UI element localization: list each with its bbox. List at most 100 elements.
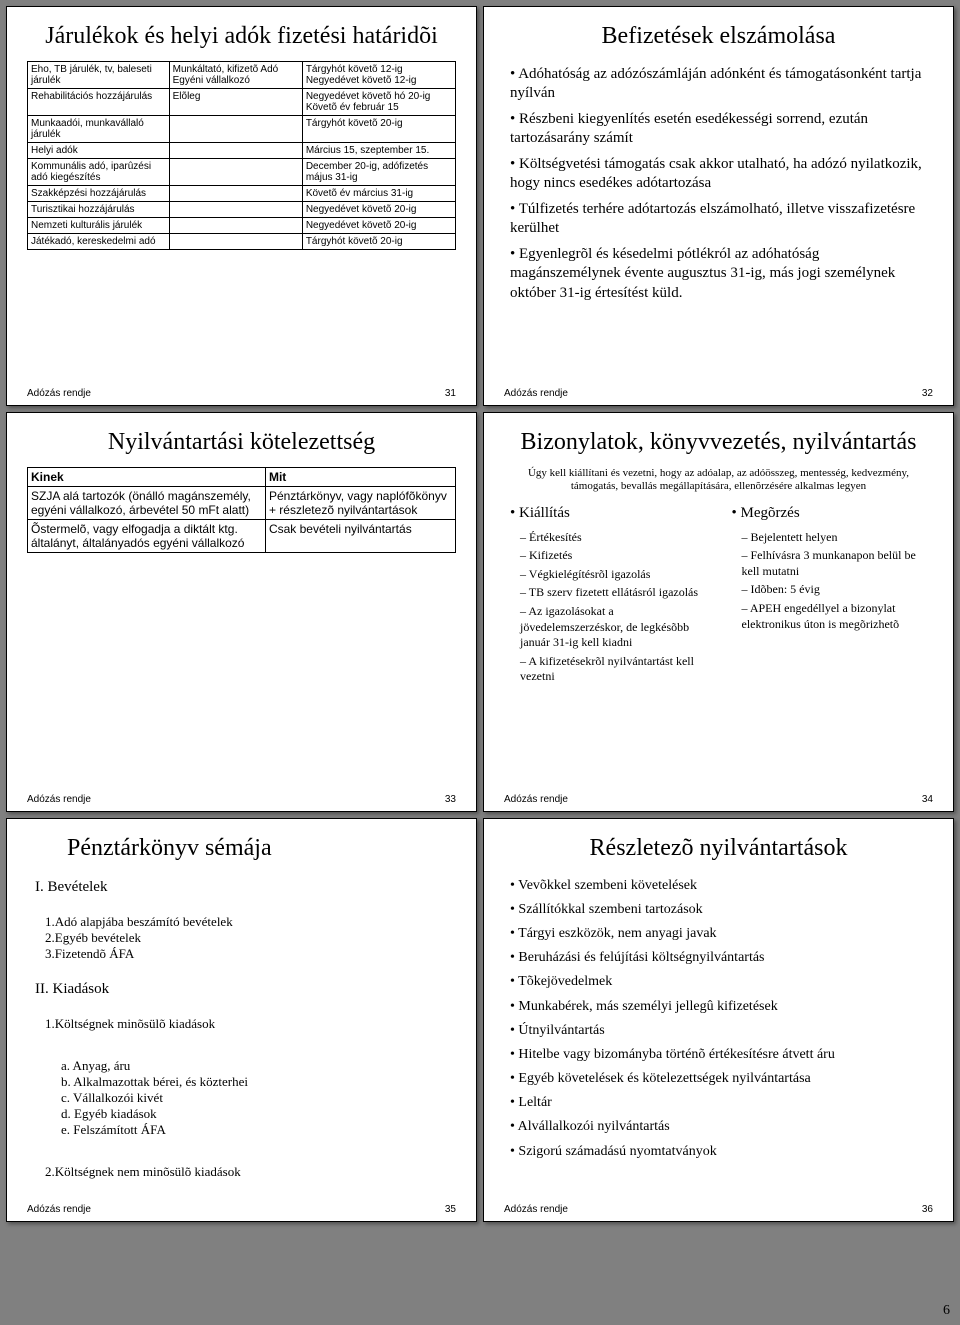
slide-34: Bizonylatok, könyvvezetés, nyilvántartás… [483, 412, 954, 812]
outline-item: b. Alkalmazottak bérei, és közterhei [61, 1074, 456, 1090]
bullet-item: Költségvetési támogatás csak akkor utalh… [510, 155, 933, 194]
bullet-item: Vevõkkel szembeni követelések [510, 877, 933, 895]
outline-alpha: a. Anyag, árub. Alkalmazottak bérei, és … [27, 1058, 456, 1138]
footer-label: Adózás rendje [27, 388, 91, 399]
table-cell: SZJA alá tartozók (önálló magánszemély, … [28, 486, 266, 519]
slide-note: Úgy kell kiállítani és vezetni, hogy az … [504, 467, 933, 495]
bullet-list: Vevõkkel szembeni követelésekSzállítókka… [504, 877, 933, 1167]
bullet-item: Beruházási és felújítási költségnyilvánt… [510, 949, 933, 967]
table-cell: Követõ év március 31-ig [302, 185, 455, 201]
table-cell: Kommunális adó, iparûzési adó kiegészíté… [28, 158, 170, 185]
table-cell: Nemzeti kulturális járulék [28, 217, 170, 233]
bullet-item: Útnyilvántartás [510, 1022, 933, 1040]
outline-item: 2.Költségnek nem minõsülõ kiadások [45, 1164, 456, 1180]
slide-footer: Adózás rendje 32 [504, 388, 933, 399]
table-cell [169, 142, 302, 158]
bullet-item: Szigorú számadású nyomtatványok [510, 1143, 933, 1161]
slide-footer: Adózás rendje 35 [27, 1204, 456, 1215]
table-cell: December 20-ig, adófizetés május 31-ig [302, 158, 455, 185]
table-cell: Negyedévet követõ 20-ig [302, 201, 455, 217]
outline-item: II. Kiadások [35, 979, 456, 999]
col-heading: Kiállítás [510, 504, 712, 524]
table-cell: Március 15, szeptember 15. [302, 142, 455, 158]
bullet-item: Tõkejövedelmek [510, 973, 933, 991]
left-items: Értékesítés Kifizetés Végkielégítésrõl iga… [504, 530, 712, 685]
slide-number: 33 [445, 794, 456, 805]
slide-footer: Adózás rendje 33 [27, 794, 456, 805]
bullet-item: Tárgyi eszközök, nem anyagi javak [510, 925, 933, 943]
bullet-item: Túlfizetés terhére adótartozás elszámolh… [510, 200, 933, 239]
sub-item: Az igazolásokat a jövedelemszerzéskor, d… [520, 604, 712, 651]
table-cell: Pénztárkönyv, vagy naplófõkönyv + részle… [265, 486, 455, 519]
deadlines-table: Eho, TB járulék, tv, baleseti járulék Mun… [27, 61, 456, 250]
outline-item: 3.Fizetendõ ÁFA [45, 946, 456, 962]
table-cell: Munkaadói, munkavállaló járulék [28, 115, 170, 142]
footer-label: Adózás rendje [504, 794, 568, 805]
slide-number: 31 [445, 388, 456, 399]
table-cell: Õstermelõ, vagy elfogadja a diktált ktg.… [28, 519, 266, 552]
slide-31: Járulékok és helyi adók fizetési határid… [6, 6, 477, 406]
bullet-item: Egyéb követelések és kötelezettségek nyi… [510, 1070, 933, 1088]
outline-sub: 1.Költségnek minõsülõ kiadások [27, 1016, 456, 1032]
outline: II. Kiadások [27, 979, 456, 999]
table-cell: Szakképzési hozzájárulás [28, 185, 170, 201]
table-cell [169, 201, 302, 217]
slide-number: 36 [922, 1204, 933, 1215]
sub-item: Felhívásra 3 munkanapon belül be kell mu… [742, 548, 934, 579]
left-head: Kiállítás [504, 504, 712, 524]
col-right: Megõrzés Bejelentett helyen Felhívásra 3 … [726, 500, 934, 688]
sub-item: Kifizetés [520, 548, 712, 564]
bullet-item: Leltár [510, 1094, 933, 1112]
outline-item: c. Vállalkozói kivét [61, 1090, 456, 1106]
table-cell: Negyedévet követõ hó 20-ig Követõ év feb… [302, 88, 455, 115]
slide-grid: Járulékok és helyi adók fizetési határid… [0, 0, 960, 1252]
slide-number: 34 [922, 794, 933, 805]
slide-title: Nyilvántartási kötelezettség [27, 429, 456, 457]
footer-label: Adózás rendje [504, 388, 568, 399]
table-cell [169, 233, 302, 249]
slide-number: 35 [445, 1204, 456, 1215]
bullet-item: Adóhatóság az adózószámláján adónként és… [510, 65, 933, 104]
table-cell: Csak bevételi nyilvántartás [265, 519, 455, 552]
table-cell: Helyi adók [28, 142, 170, 158]
sub-item: Végkielégítésrõl igazolás [520, 567, 712, 583]
table-header: Kinek [28, 467, 266, 486]
bullet-item: Munkabérek, más személyi jellegû kifizet… [510, 998, 933, 1016]
slide-33: Nyilvántartási kötelezettség KinekMit SZ… [6, 412, 477, 812]
table-cell: Játékadó, kereskedelmi adó [28, 233, 170, 249]
slide-36: Részletezõ nyilvántartások Vevõkkel szem… [483, 818, 954, 1222]
table-header: Mit [265, 467, 455, 486]
right-items: Bejelentett helyen Felhívásra 3 munkanapo… [726, 530, 934, 633]
table-cell: Tárgyhót követõ 12-ig Negyedévet követõ … [302, 61, 455, 88]
sub-item: Bejelentett helyen [742, 530, 934, 546]
slide-footer: Adózás rendje 34 [504, 794, 933, 805]
outline-item: I. Bevételek [35, 877, 456, 897]
slide-title: Járulékok és helyi adók fizetési határid… [27, 23, 456, 51]
table-cell: Negyedévet követõ 20-ig [302, 217, 455, 233]
slide-footer: Adózás rendje 31 [27, 388, 456, 399]
sub-item: Értékesítés [520, 530, 712, 546]
bullet-item: Egyenlegrõl és késedelmi pótlékról az ad… [510, 245, 933, 304]
bullet-item: Részbeni kiegyenlítés esetén esedékesség… [510, 110, 933, 149]
two-column: Kiállítás Értékesítés Kifizetés Végkielégí… [504, 500, 933, 688]
col-heading: Megõrzés [732, 504, 934, 524]
slide-title: Bizonylatok, könyvvezetés, nyilvántartás [504, 429, 933, 457]
obligation-table: KinekMit SZJA alá tartozók (önálló magán… [27, 467, 456, 553]
table-cell: Eho, TB járulék, tv, baleseti járulék [28, 61, 170, 88]
bullet-item: Alvállalkozói nyilvántartás [510, 1118, 933, 1136]
slide-number: 32 [922, 388, 933, 399]
bullet-list: Adóhatóság az adózószámláján adónként és… [504, 65, 933, 310]
table-cell [169, 115, 302, 142]
sub-item: TB szerv fizetett ellátásról igazolás [520, 585, 712, 601]
slide-footer: Adózás rendje 36 [504, 1204, 933, 1215]
outline-item: d. Egyéb kiadások [61, 1106, 456, 1122]
footer-label: Adózás rendje [27, 794, 91, 805]
outline-sub: 1.Adó alapjába beszámító bevételek2.Egyé… [27, 914, 456, 962]
page-number: 6 [943, 1303, 950, 1319]
slide-title: Befizetések elszámolása [504, 23, 933, 51]
slide-32: Befizetések elszámolása Adóhatóság az ad… [483, 6, 954, 406]
outline-item: a. Anyag, áru [61, 1058, 456, 1074]
outline: I. Bevételek [27, 877, 456, 897]
outline-item: 2.Egyéb bevételek [45, 930, 456, 946]
sub-item: Idõben: 5 évig [742, 582, 934, 598]
